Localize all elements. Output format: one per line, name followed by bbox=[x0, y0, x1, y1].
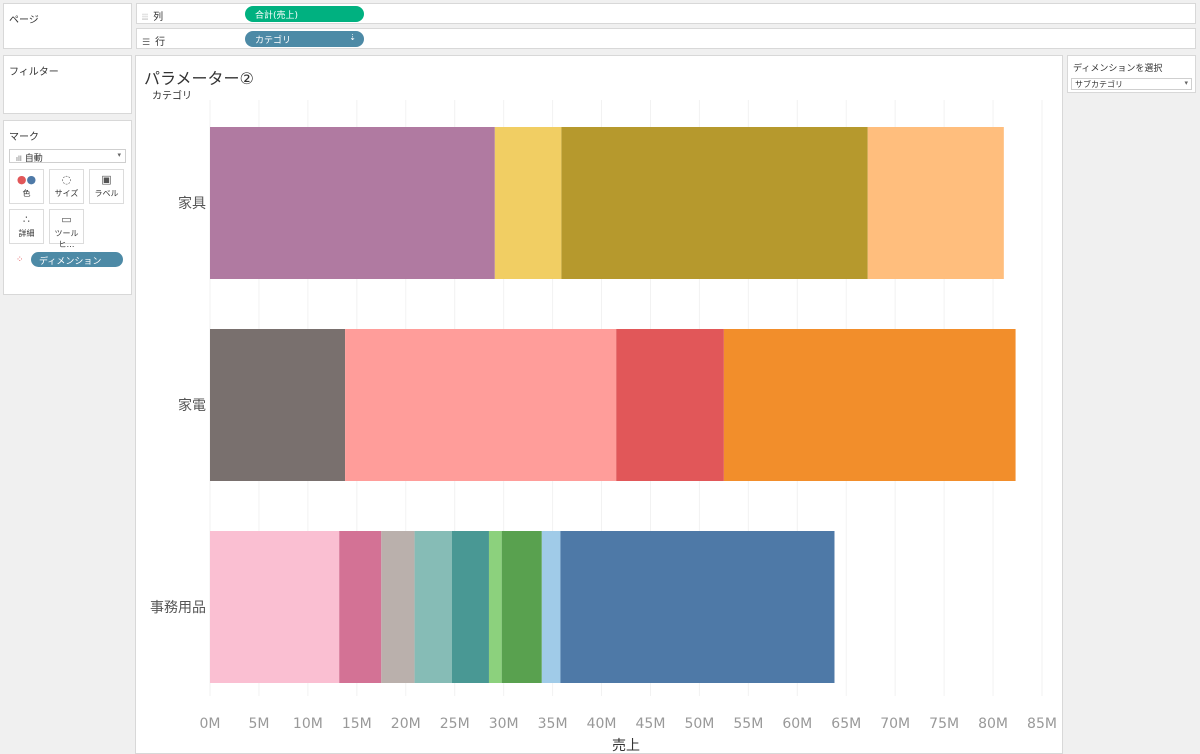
columns-shelf-text: 列 bbox=[153, 12, 164, 23]
x-tick-label: 10M bbox=[293, 716, 323, 732]
color-dots-icon: ●● bbox=[16, 173, 37, 186]
detail-button[interactable]: ∴ 詳細 bbox=[9, 209, 44, 244]
rows-icon: ☰ bbox=[142, 38, 151, 48]
mark-type-dropdown[interactable]: ıll 自動 ▾ bbox=[9, 149, 126, 164]
marks-card-title: マーク bbox=[9, 132, 39, 143]
x-tick-label: 55M bbox=[733, 716, 763, 732]
filters-card-title: フィルター bbox=[9, 67, 59, 78]
bar-segment bbox=[339, 531, 382, 683]
bar-segment bbox=[723, 329, 1016, 481]
sum-sales-pill[interactable]: 合計(売上) bbox=[245, 6, 364, 22]
pages-card: ページ bbox=[3, 3, 132, 49]
tooltip-bubble-icon: ▭ bbox=[61, 213, 72, 226]
dimension-color-pill[interactable]: ディメンション bbox=[31, 252, 123, 267]
mark-type-value: 自動 bbox=[24, 154, 43, 164]
detail-button-label: 詳細 bbox=[18, 229, 35, 238]
color-button[interactable]: ●● 色 bbox=[9, 169, 44, 204]
chevron-down-icon: ▾ bbox=[117, 151, 121, 159]
x-tick-label: 25M bbox=[440, 716, 470, 732]
bar-segment bbox=[616, 329, 724, 481]
x-tick-label: 30M bbox=[489, 716, 519, 732]
size-button-label: サイズ bbox=[54, 189, 79, 198]
bar-segment bbox=[381, 531, 415, 683]
bar-segment bbox=[560, 531, 835, 683]
columns-shelf-label: ⦙⦙⦙ 列 bbox=[142, 8, 163, 23]
x-tick-label: 85M bbox=[1027, 716, 1057, 732]
x-axis-title: 売上 bbox=[612, 738, 640, 753]
category-label: 家具 bbox=[178, 195, 206, 212]
label-button[interactable]: ▣ ラベル bbox=[89, 169, 124, 204]
label-button-label: ラベル bbox=[94, 189, 119, 198]
tooltip-button-label: ツールヒ… bbox=[54, 229, 79, 249]
dimension-select[interactable]: サブカテゴリ ▾ bbox=[1071, 78, 1192, 90]
bar-segment bbox=[867, 127, 1004, 279]
bar-segment bbox=[210, 531, 340, 683]
category-pill-label: カテゴリ bbox=[255, 36, 292, 46]
rows-shelf-text: 行 bbox=[155, 37, 166, 48]
x-tick-label: 40M bbox=[587, 716, 617, 732]
rows-shelf[interactable]: ☰ 行 カテゴリ ⇣ bbox=[136, 28, 1196, 49]
color-encoding-icon: ⁘ bbox=[16, 255, 24, 265]
category-pill[interactable]: カテゴリ ⇣ bbox=[245, 31, 364, 47]
bar-segment bbox=[541, 531, 561, 683]
filters-card[interactable]: フィルター bbox=[3, 55, 132, 114]
x-tick-label: 80M bbox=[978, 716, 1008, 732]
parameter-title: ディメンションを選択 bbox=[1073, 64, 1163, 74]
category-label: 家電 bbox=[178, 397, 206, 414]
category-label: 事務用品 bbox=[150, 600, 206, 616]
x-tick-label: 35M bbox=[538, 716, 568, 732]
bar-segment bbox=[561, 127, 868, 279]
bar-chart: 0M 5M 10M 15M 20M 25M 30M 35M 40M 45M 50M 55M 60M 65M… bbox=[150, 89, 1057, 753]
size-icon: ◌ bbox=[61, 173, 72, 186]
dimension-select-value: サブカテゴリ bbox=[1075, 80, 1123, 89]
marks-card: マーク ıll 自動 ▾ ●● 色 ◌ サイズ ▣ ラベル ∴ 詳細 ▭ ツール… bbox=[3, 120, 132, 295]
detail-dots-icon: ∴ bbox=[23, 213, 30, 226]
pages-card-title: ページ bbox=[9, 15, 39, 26]
x-tick-label: 45M bbox=[636, 716, 666, 732]
x-tick-label: 75M bbox=[929, 716, 959, 732]
x-tick-label: 15M bbox=[342, 716, 372, 732]
viz-area: パラメーター② 0M 5M 10M 15M 20M 25M 30M 35M 40M 45M 50M 5… bbox=[135, 55, 1063, 754]
dimension-pill-label: ディメンション bbox=[39, 257, 102, 267]
sum-sales-pill-label: 合計(売上) bbox=[255, 11, 299, 21]
columns-shelf[interactable]: ⦙⦙⦙ 列 合計(売上) bbox=[136, 3, 1196, 24]
text-label-icon: ▣ bbox=[101, 173, 112, 186]
bar-chart-icon: ıll bbox=[16, 155, 22, 163]
bar-segment bbox=[210, 329, 346, 481]
bar-segment bbox=[451, 531, 489, 683]
bar-segment bbox=[488, 531, 502, 683]
size-button[interactable]: ◌ サイズ bbox=[49, 169, 84, 204]
x-tick-label: 20M bbox=[391, 716, 421, 732]
x-tick-label: 60M bbox=[782, 716, 812, 732]
worksheet-title: パラメーター② bbox=[144, 69, 254, 88]
sort-icon: ⇣ bbox=[349, 33, 356, 42]
x-tick-label: 0M bbox=[200, 716, 221, 732]
x-tick-label: 5M bbox=[248, 716, 269, 732]
bar-segment bbox=[414, 531, 452, 683]
x-tick-label: 65M bbox=[831, 716, 861, 732]
x-tick-label: 70M bbox=[880, 716, 910, 732]
chevron-down-icon: ▾ bbox=[1184, 79, 1188, 87]
bar-segment bbox=[210, 127, 495, 279]
rows-shelf-label: ☰ 行 bbox=[142, 33, 165, 48]
bar-segment bbox=[501, 531, 542, 683]
row-header: カテゴリ bbox=[152, 89, 192, 102]
columns-icon: ⦙⦙⦙ bbox=[142, 13, 149, 23]
color-button-label: 色 bbox=[22, 189, 31, 198]
parameter-card: ディメンションを選択 サブカテゴリ ▾ bbox=[1067, 55, 1196, 93]
bar-segment bbox=[345, 329, 617, 481]
tooltip-button[interactable]: ▭ ツールヒ… bbox=[49, 209, 84, 249]
x-tick-label: 50M bbox=[684, 716, 714, 732]
bar-segment bbox=[494, 127, 562, 279]
